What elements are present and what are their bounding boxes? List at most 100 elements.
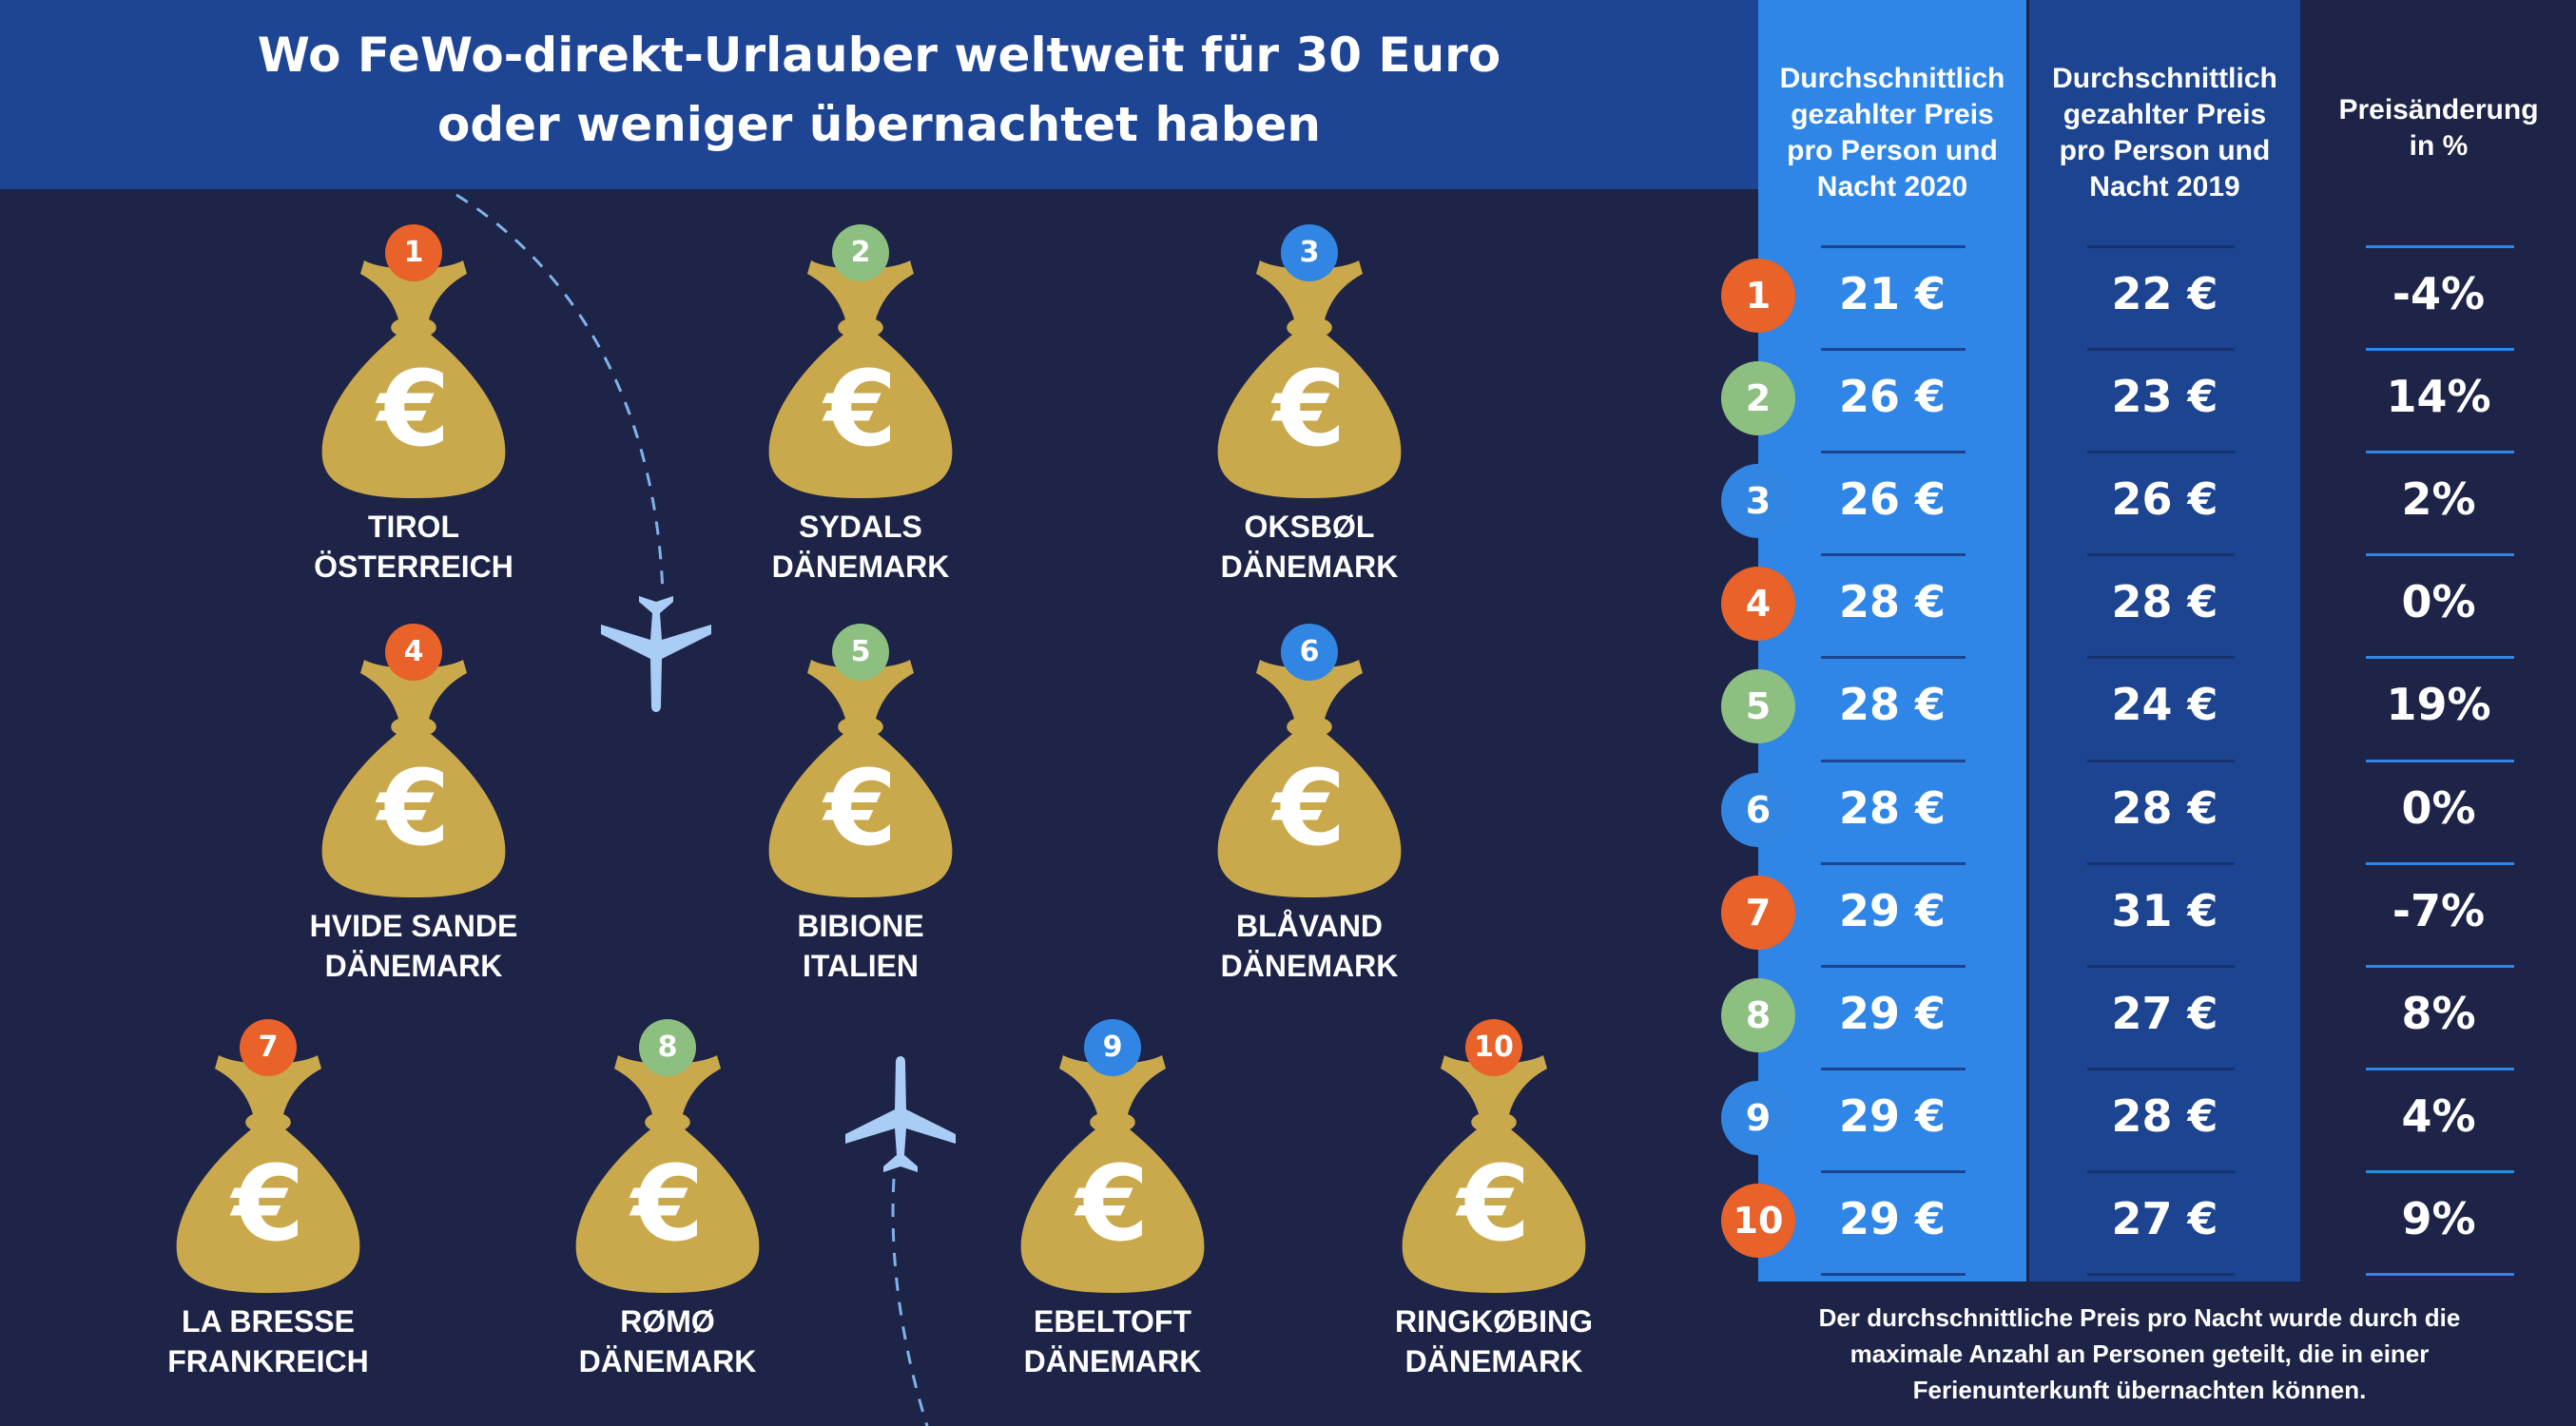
airplane-icon xyxy=(845,1056,956,1172)
row-divider xyxy=(1821,451,1966,454)
destination-country: DÄNEMARK xyxy=(1404,1344,1583,1378)
destination-10: €10 xyxy=(1399,1019,1589,1295)
row-divider xyxy=(2366,656,2514,660)
header-line: in % xyxy=(2409,130,2469,162)
euro-sign: € xyxy=(822,747,898,869)
money-bag-icon: € xyxy=(321,260,506,498)
price-2019: 26 € xyxy=(2111,473,2218,526)
row-divider xyxy=(1821,348,1966,352)
money-bag-icon: € xyxy=(1402,1055,1586,1293)
euro-sign: € xyxy=(1270,348,1346,470)
price-2019: 27 € xyxy=(2111,987,2218,1039)
rank-circle: 1 xyxy=(1721,259,1795,333)
rank-circle: 7 xyxy=(1721,875,1795,950)
row-divider xyxy=(2087,1273,2235,1276)
rank-badge: 10 xyxy=(1465,1019,1522,1076)
destination-name: HVIDE SANDE xyxy=(309,909,518,943)
price-change: 4% xyxy=(2401,1089,2476,1142)
row-divider xyxy=(2087,964,2235,968)
rank-circle: 4 xyxy=(1721,567,1795,642)
price-2019: 22 € xyxy=(2111,268,2218,319)
airplane-icon xyxy=(601,596,711,712)
euro-sign: € xyxy=(629,1143,705,1264)
rank-badge: 3 xyxy=(1281,224,1338,281)
rank-circle: 8 xyxy=(1721,977,1795,1052)
rank-circle: 6 xyxy=(1721,772,1795,847)
destination-name: OKSBØL xyxy=(1244,510,1375,544)
destination-2: €2 xyxy=(765,224,956,500)
row-divider xyxy=(1821,861,1966,865)
price-change: 19% xyxy=(2386,679,2491,731)
rank-badge: 5 xyxy=(832,624,889,681)
price-2019: 27 € xyxy=(2111,1192,2218,1244)
price-2020: 29 € xyxy=(1838,987,1947,1039)
row-divider xyxy=(2087,553,2235,557)
destination-country: DÄNEMARK xyxy=(771,549,950,584)
row-divider xyxy=(2087,759,2235,762)
money-bag-icon: € xyxy=(575,1055,760,1293)
price-2020: 29 € xyxy=(1838,884,1947,936)
row-divider xyxy=(2087,1169,2235,1173)
money-bag-icon: € xyxy=(768,660,953,897)
title-line-1: Wo FeWo-direkt-Urlauber weltweit für 30 … xyxy=(257,28,1501,83)
destination-3: €3 xyxy=(1214,224,1404,500)
flight-path-1 xyxy=(455,193,665,595)
price-2019: 28 € xyxy=(2111,576,2218,628)
header-price-2020: Durchschnittlich gezahlter Preis pro Per… xyxy=(1758,61,2026,205)
destination-label: EBELTOFT DÄNEMARK xyxy=(941,1301,1284,1381)
price-2020: 29 € xyxy=(1838,1089,1947,1142)
price-2019: 23 € xyxy=(2111,371,2218,423)
destination-4: €4 xyxy=(319,624,509,899)
price-2020: 28 € xyxy=(1838,576,1947,628)
destination-country: DÄNEMARK xyxy=(578,1344,757,1378)
price-change: 0% xyxy=(2401,576,2476,628)
destination-label: RØMØ DÄNEMARK xyxy=(496,1301,839,1381)
row-divider xyxy=(2366,964,2514,968)
header-line: Durchschnittlich xyxy=(2052,63,2277,94)
destination-label: LA BRESSE FRANKREICH xyxy=(97,1301,439,1381)
price-change: 14% xyxy=(2386,371,2491,423)
price-2020: 28 € xyxy=(1838,679,1947,731)
title-line-2: oder weniger übernachtet haben xyxy=(436,97,1321,152)
price-2019: 24 € xyxy=(2111,679,2218,731)
rank-badge: 4 xyxy=(385,624,442,681)
destination-name: TIROL xyxy=(368,510,459,544)
rank-badge: 6 xyxy=(1281,624,1338,681)
price-2019: 28 € xyxy=(2111,1089,2218,1142)
row-divider xyxy=(1821,245,1966,248)
destination-name: BIBIONE xyxy=(797,909,924,943)
destination-country: DÄNEMARK xyxy=(1220,549,1399,584)
row-divider xyxy=(1821,656,1966,660)
rank-badge: 2 xyxy=(832,224,889,281)
row-divider xyxy=(2366,451,2514,454)
title-banner xyxy=(0,0,1758,189)
money-bag-icon: € xyxy=(1217,660,1402,897)
price-2020: 26 € xyxy=(1838,371,1947,423)
rank-circle: 2 xyxy=(1721,361,1795,436)
destination-9: €9 xyxy=(1017,1019,1208,1295)
row-divider xyxy=(1821,759,1966,762)
destination-8: €8 xyxy=(572,1019,763,1295)
row-divider xyxy=(2366,1067,2514,1070)
flight-path-2 xyxy=(891,1178,929,1426)
row-divider xyxy=(1821,553,1966,557)
destination-country: DÄNEMARK xyxy=(1023,1344,1202,1378)
footnote: Der durchschnittliche Preis pro Nacht wu… xyxy=(1788,1300,2491,1408)
row-divider xyxy=(2087,861,2235,865)
row-divider xyxy=(2087,348,2235,352)
destination-6: €6 xyxy=(1214,624,1404,899)
destination-country: FRANKREICH xyxy=(167,1344,369,1378)
header-change: Preisänderung in % xyxy=(2301,92,2576,164)
destination-label: OKSBØL DÄNEMARK xyxy=(1138,507,1481,587)
destination-1: €1 xyxy=(319,224,509,500)
destination-name: RØMØ xyxy=(620,1304,715,1339)
destination-name: EBELTOFT xyxy=(1034,1304,1191,1339)
destination-country: ITALIEN xyxy=(802,949,920,983)
footnote-line: maximale Anzahl an Personen geteilt, die… xyxy=(1850,1339,2430,1368)
destination-label: TIROL ÖSTERREICH xyxy=(242,507,585,587)
euro-sign: € xyxy=(1455,1143,1531,1264)
euro-sign: € xyxy=(1270,747,1346,869)
price-change: -7% xyxy=(2392,884,2486,936)
euro-sign: € xyxy=(375,747,451,869)
rank-circle: 5 xyxy=(1721,669,1795,744)
